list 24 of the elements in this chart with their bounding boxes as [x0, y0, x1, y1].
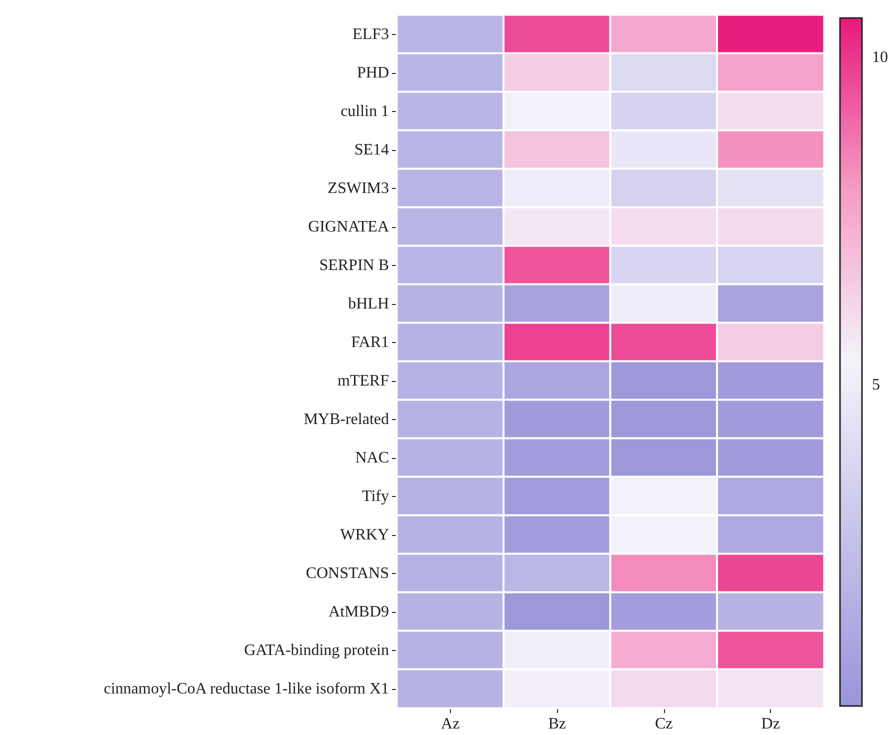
y-tick-label: MYB-related [304, 410, 389, 428]
y-tick-label: FAR1 [351, 334, 389, 351]
y-tick-label: SE14 [354, 141, 389, 158]
color-bar-label: 5 [872, 376, 880, 394]
x-tick-label: Bz [548, 716, 566, 732]
y-tick-label: WRKY [340, 526, 390, 544]
y-tick-label: mTERF [337, 372, 390, 390]
y-tick-label: ZSWIM3 [328, 180, 389, 197]
y-tick-label: GATA-binding protein [244, 642, 389, 659]
y-tick-label: AtMBD9 [328, 603, 389, 620]
y-tick-label: Tify [362, 488, 389, 505]
y-tick-label: NAC [355, 449, 389, 466]
y-tick-label: bHLH [348, 295, 390, 312]
y-tick-label: PHD [356, 64, 389, 82]
color-bar-label: 10 [872, 48, 888, 66]
y-tick-label: ELF3 [352, 26, 389, 43]
x-tick-label: Az [441, 716, 460, 732]
y-tick-label: CONSTANS [306, 564, 389, 582]
y-tick-label: SERPIN B [319, 256, 389, 274]
x-tick-label: Dz [761, 716, 780, 732]
y-tick-label: cullin 1 [340, 102, 389, 120]
x-tick-label: Cz [654, 716, 673, 732]
y-tick-label: cinnamoyl-CoA reductase 1-like isoform X1 [104, 680, 389, 698]
y-tick-label: GIGNATEA [308, 218, 390, 236]
